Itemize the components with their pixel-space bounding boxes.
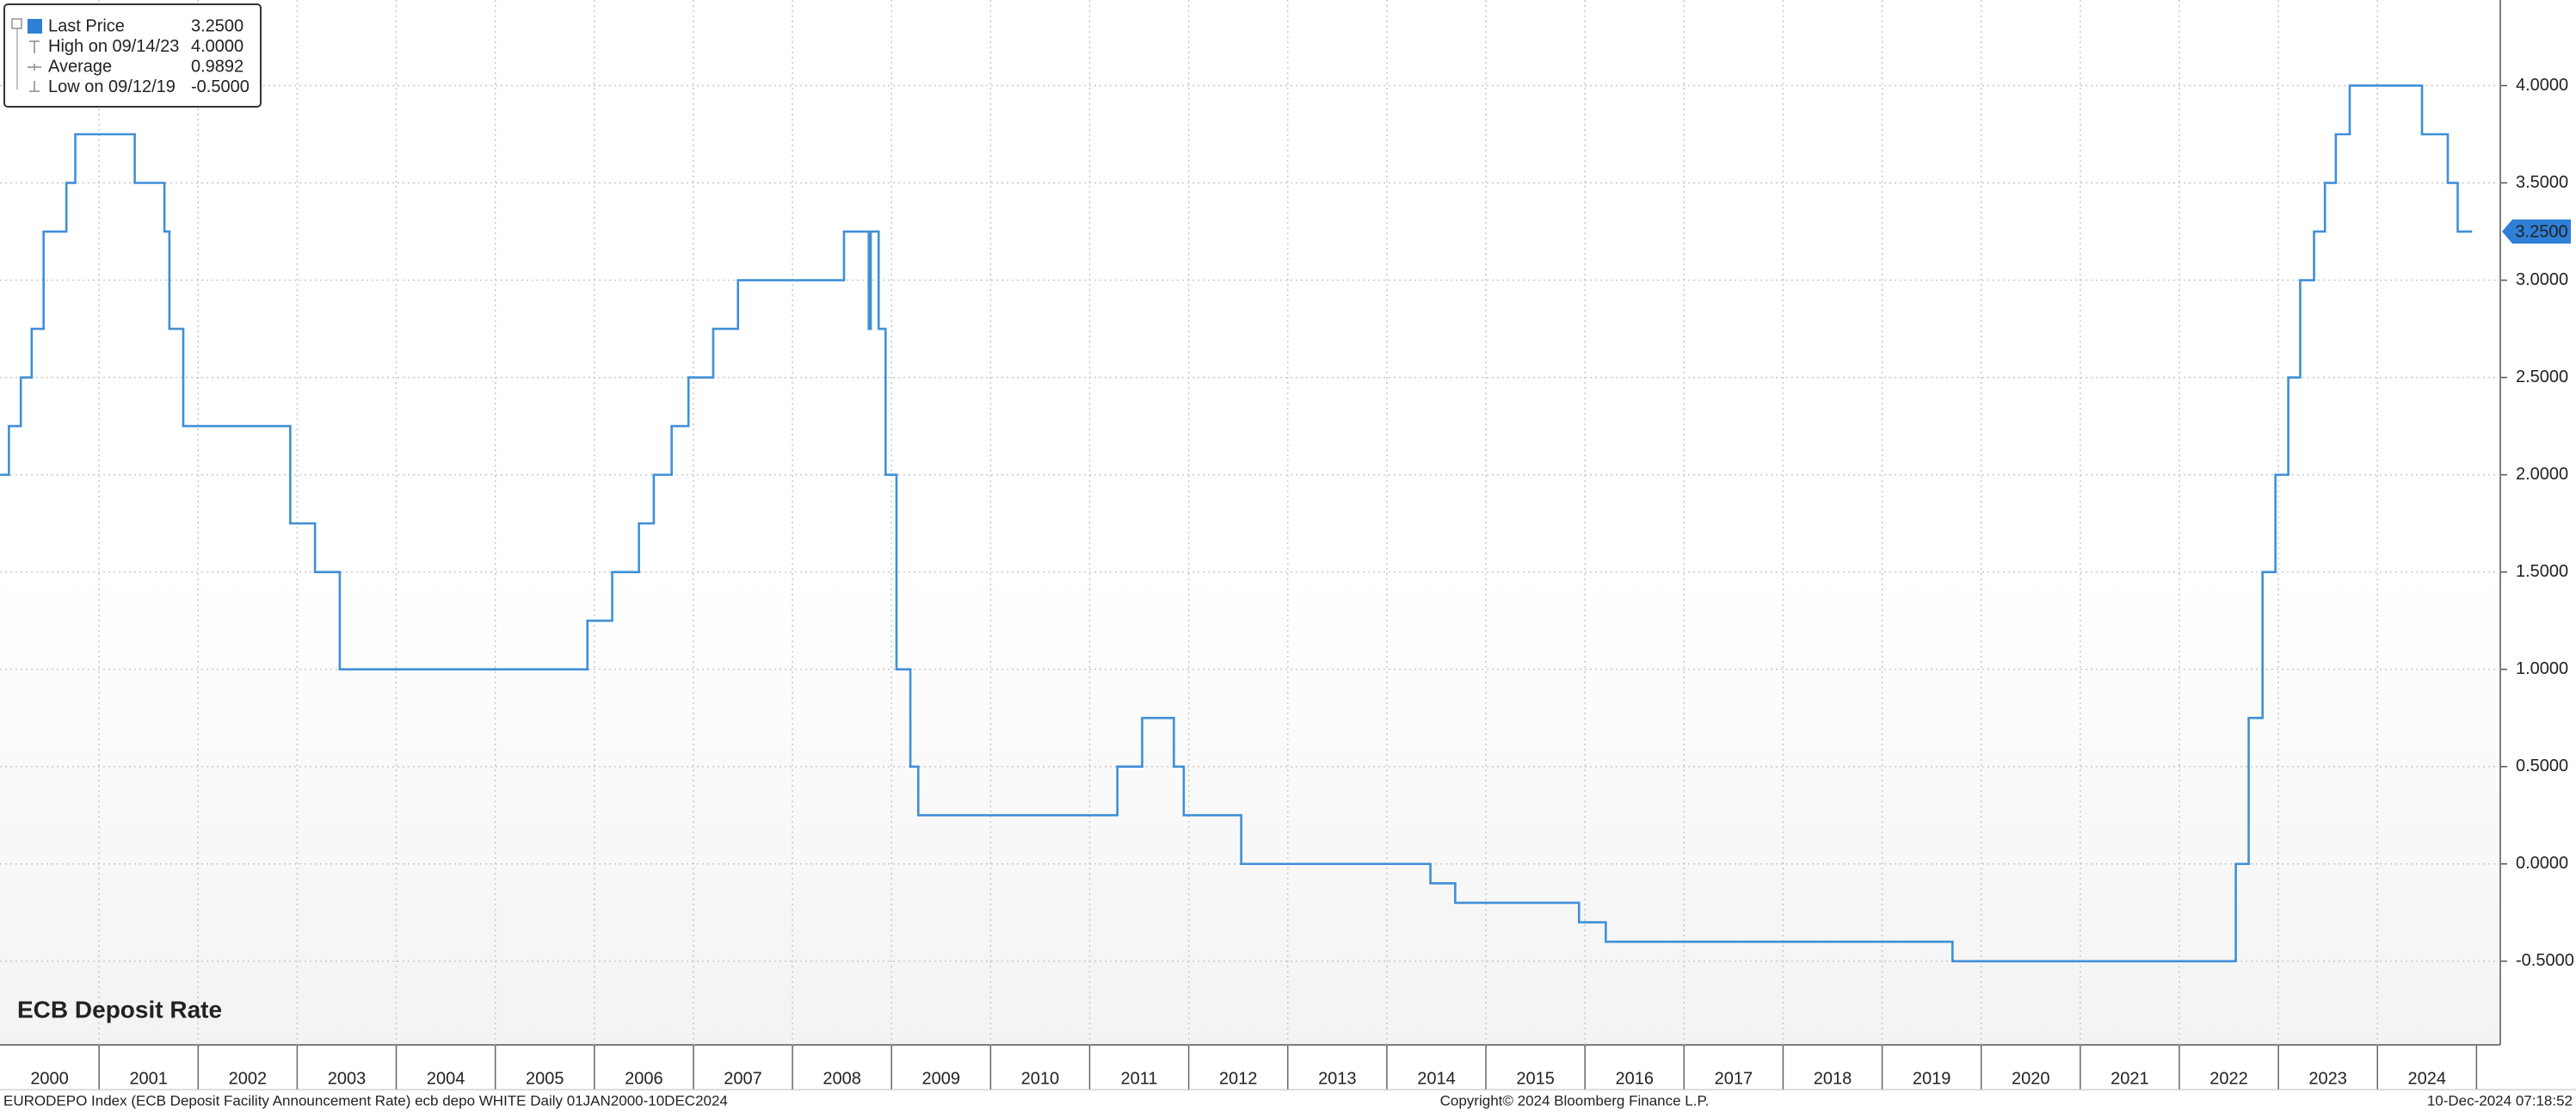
x-tick-label: 2021 [2111,1069,2149,1088]
x-tick-label: 2002 [229,1069,268,1088]
x-tick-label: 2004 [427,1069,465,1088]
y-tick-label: 2.0000 [2516,465,2568,484]
x-tick-label: 2010 [1021,1069,1060,1088]
x-tick-label: 2006 [625,1069,663,1088]
x-tick-label: 2009 [922,1069,961,1088]
legend: Last Price 3.2500 High on 09/14/23 4.0000 Av… [3,3,262,108]
footer-left: EURODEPO Index (ECB Deposit Facility Ann… [3,1092,728,1109]
y-tick-label: 2.5000 [2516,368,2568,386]
legend-label: Low on 09/12/19 [48,77,176,96]
x-tick-label: 2011 [1121,1069,1158,1088]
axes: -0.5000 0.0000 0.5000 1.0000 1.5000 2.0000 2.5… [30,76,2574,1090]
legend-low-icon [29,81,40,92]
legend-value: -0.5000 [191,77,250,96]
legend-label: Average [48,57,112,76]
y-tick-label: 1.5000 [2516,562,2568,581]
x-tick-label: 2008 [823,1069,861,1088]
legend-swatch [28,19,42,34]
legend-average-icon [28,64,41,71]
x-tick-label: 2024 [2408,1069,2447,1088]
x-tick-label: 2018 [1814,1069,1852,1088]
last-value-badge [2502,219,2571,244]
legend-label: High on 09/14/23 [48,37,179,56]
chart-title: ECB Deposit Rate [17,996,222,1022]
x-tick-label: 2019 [1913,1069,1951,1088]
y-tick-label: 3.5000 [2516,173,2568,192]
y-tick-label: -0.5000 [2516,951,2574,970]
x-tick-label: 2022 [2209,1069,2248,1088]
y-tick-label: 1.0000 [2516,659,2568,678]
x-tick-label: 2000 [30,1069,69,1088]
legend-high-icon [29,40,40,53]
y-tick-label: 3.0000 [2516,270,2568,289]
series-line [0,84,2473,963]
x-tick-label: 2007 [724,1069,762,1088]
x-tick-label: 2001 [129,1069,168,1088]
x-tick-label: 2017 [1715,1069,1753,1088]
x-axis-band [0,1045,2500,1090]
footer-right: 10-Dec-2024 07:18:52 [2427,1092,2573,1109]
x-tick-label: 2005 [526,1069,564,1088]
y-tick-label: 0.0000 [2516,854,2568,873]
footer-center: Copyright© 2024 Bloomberg Finance L.P. [1440,1092,1710,1109]
legend-label: Last Price [48,16,125,35]
x-tick-label: 2016 [1615,1069,1654,1088]
x-tick-label: 2012 [1219,1069,1258,1088]
x-tick-label: 2014 [1417,1069,1456,1088]
y-tick-label: 4.0000 [2516,76,2568,95]
x-tick-label: 2013 [1318,1069,1357,1088]
last-value-label: 3.2500 [2515,222,2567,241]
x-tick-label: 2003 [328,1069,367,1088]
x-tick-label: 2023 [2308,1069,2347,1088]
legend-box [3,3,262,108]
legend-value: 4.0000 [191,37,243,56]
legend-value: 3.2500 [191,16,243,35]
plot-background [0,0,2500,1045]
x-tick-label: 2015 [1516,1069,1555,1088]
x-tick-label: 2020 [2012,1069,2050,1088]
y-tick-label: 0.5000 [2516,757,2568,775]
legend-value: 0.9892 [191,57,243,76]
